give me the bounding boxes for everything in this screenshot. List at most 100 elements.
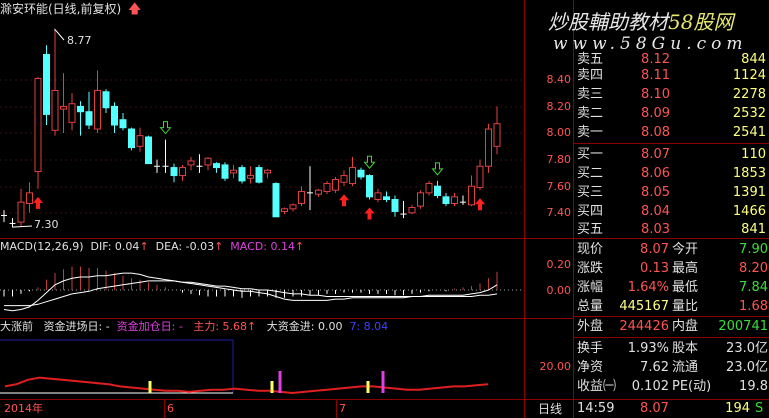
quote-label: 涨跌 (577, 261, 604, 276)
signal-bar (278, 371, 282, 393)
signal-bar (381, 371, 385, 393)
fund-axis-label: 20.00 (539, 360, 572, 373)
orderbook-label: 买二 (577, 166, 604, 181)
quote-value: 23.0亿 (726, 341, 768, 356)
signal-bar (366, 381, 370, 393)
divider (573, 337, 769, 338)
up-arrow-icon: ↑ (247, 320, 257, 333)
quote-label: 外盘 (577, 319, 604, 334)
orderbook-volume: 1391 (732, 185, 766, 200)
candle-body (51, 89, 59, 131)
candle-body (391, 199, 399, 212)
divider (573, 316, 769, 317)
candle-body (136, 135, 144, 147)
quote-value: 445167 (619, 299, 669, 314)
orderbook-label: 卖三 (577, 87, 604, 102)
candle-body (179, 167, 186, 177)
period-button[interactable]: 日线 (538, 402, 563, 416)
up-arrow-icon: ↑ (139, 240, 149, 253)
pane-divider (0, 238, 573, 239)
price-axis-label: 8.00 (546, 126, 572, 139)
fund-header: 大涨前 资金进场日: - 资金加仓日: - 主力: 5.68↑ 大资金进: 0.… (0, 320, 388, 333)
orderbook-volume: 2278 (732, 87, 766, 102)
orderbook-label: 卖五 (577, 52, 604, 67)
orderbook-volume: 1124 (732, 68, 766, 83)
quote-value: 23.0亿 (726, 360, 768, 375)
orderbook-label: 卖一 (577, 125, 604, 140)
candle-body (425, 183, 433, 194)
quote-label: 涨幅 (577, 280, 604, 295)
orderbook-price: 8.03 (641, 222, 670, 237)
quote-label: 换手 (577, 341, 604, 356)
candle-body (366, 175, 373, 198)
candle-body (187, 160, 195, 166)
orderbook-label: 买三 (577, 185, 604, 200)
candle-body (34, 77, 42, 173)
orderbook-price: 8.12 (641, 52, 670, 67)
candle-body (408, 206, 416, 214)
buy-arrow-icon (364, 207, 375, 220)
quote-value: 7.90 (739, 242, 768, 257)
macd-axis-label: 0.00 (546, 284, 572, 297)
signal-bar (270, 381, 274, 393)
tick-mark (164, 400, 165, 418)
orderbook-price: 8.09 (641, 106, 670, 121)
orderbook-label: 买五 (577, 222, 604, 237)
big-fund-value: 大资金进: 0.00 (266, 320, 343, 333)
quote-value: 1.64% (627, 280, 669, 295)
orderbook-price: 8.08 (641, 125, 670, 140)
candle-body (85, 111, 93, 126)
quote-label: 今开 (672, 242, 699, 257)
quote-label: 现价 (577, 242, 604, 257)
quote-label: 收益㈠ (577, 379, 617, 394)
quote-label: 最高 (672, 261, 699, 276)
candle-body (340, 175, 348, 183)
kline-chart[interactable] (0, 0, 525, 400)
quote-value: 0.13 (640, 261, 669, 276)
candle-body (451, 196, 458, 204)
candle-body (357, 169, 365, 178)
signal-bar (148, 381, 152, 393)
time-axis-year: 2014年 (4, 402, 43, 415)
dea-line (4, 280, 498, 307)
quote-value: 7.62 (640, 360, 669, 375)
sell-arrow-icon (159, 121, 172, 135)
quote-value: 1.68 (739, 299, 768, 314)
candle-body (43, 54, 50, 115)
candle-body (417, 192, 424, 207)
dif-value: DIF: 0.04 (90, 240, 140, 253)
main-force-value: 主力: 5.68 (193, 320, 248, 333)
tick-side: S (755, 401, 764, 416)
candle-body (272, 183, 280, 218)
candle-body (145, 136, 152, 165)
macd-axis-label: 0.20 (546, 258, 572, 271)
orderbook-price: 8.10 (641, 87, 670, 102)
quote-label: 总量 (577, 299, 604, 314)
candle-body (26, 192, 33, 204)
price-axis-label: 7.60 (546, 180, 572, 193)
orderbook-volume: 844 (741, 52, 766, 67)
pane-divider (0, 399, 769, 400)
quote-value: 1.93% (627, 341, 669, 356)
fund-extra-value: 7: 8.04 (349, 320, 389, 333)
orderbook-volume: 1853 (732, 166, 766, 181)
quote-value: 7.84 (739, 280, 768, 295)
candle-body (323, 183, 331, 193)
candle-body (383, 196, 390, 200)
fund-blue-line (0, 339, 234, 393)
quote-label: 最低 (672, 280, 699, 295)
candle-body (264, 169, 271, 174)
candle-body (204, 157, 212, 166)
divider (573, 143, 769, 144)
price-axis-label: 7.40 (546, 206, 572, 219)
watermark-logo: 炒股輔助教材58股网 (548, 10, 734, 34)
orderbook-label: 卖四 (577, 68, 604, 83)
candle-body (493, 123, 501, 147)
quote-label: 内盘 (672, 319, 699, 334)
candle-body (17, 201, 25, 223)
quote-value: 8.20 (739, 261, 768, 276)
buy-arrow-icon (475, 198, 485, 211)
candle-body (289, 204, 297, 210)
high-price-label: 8.77 (67, 34, 92, 47)
quote-value: 8.07 (640, 242, 669, 257)
